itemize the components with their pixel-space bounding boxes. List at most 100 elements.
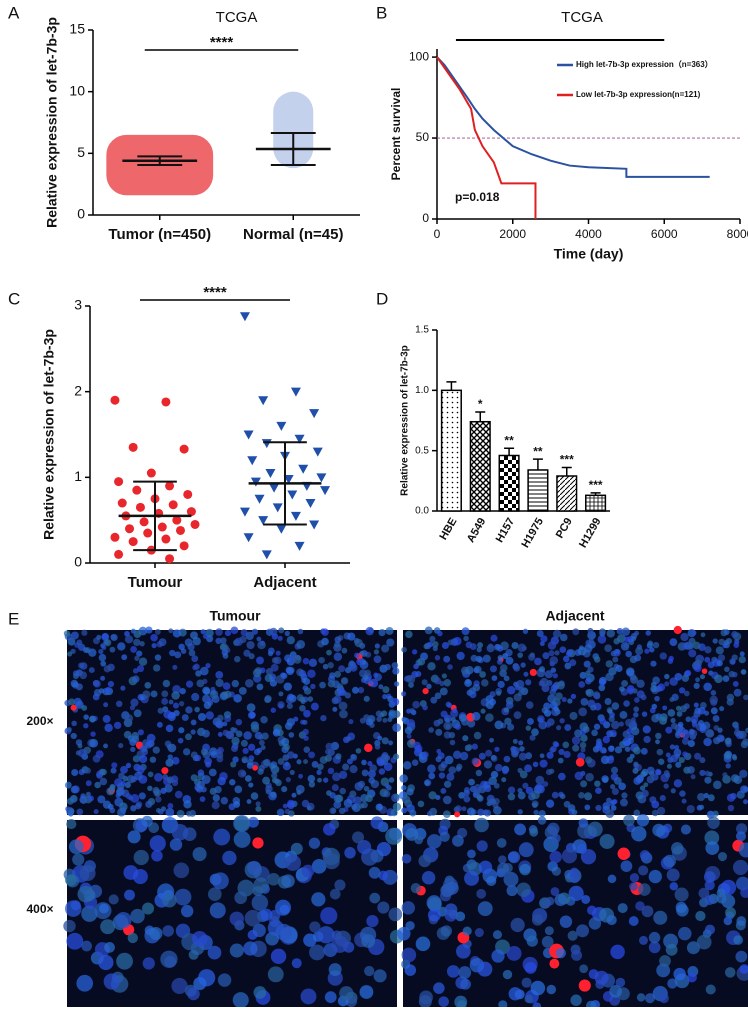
cell (134, 802, 142, 810)
cell (669, 882, 679, 891)
cell (190, 631, 198, 640)
x-tick-label: H157 (494, 516, 518, 545)
cell (361, 769, 369, 777)
cell (369, 892, 381, 904)
cell (436, 748, 442, 754)
cell (489, 737, 494, 743)
cell (647, 640, 654, 647)
cell (541, 898, 551, 909)
cell (736, 916, 747, 927)
cell (427, 834, 442, 849)
cell (253, 986, 267, 999)
cell (162, 893, 177, 908)
cell (440, 761, 448, 769)
cell (429, 635, 436, 642)
cell (376, 758, 385, 767)
cell (68, 839, 84, 855)
cell (427, 662, 436, 671)
cell (223, 690, 232, 699)
cell (340, 677, 349, 685)
cell (651, 809, 659, 817)
cell (651, 800, 660, 809)
cell (527, 718, 534, 725)
cell (669, 744, 675, 750)
cell (542, 781, 549, 787)
cell (440, 788, 447, 794)
data-point (161, 534, 171, 544)
cell (467, 719, 476, 728)
cell (388, 740, 394, 746)
cell (275, 779, 282, 787)
cell (302, 685, 309, 691)
cell (462, 926, 472, 936)
cell (251, 724, 260, 733)
cell (539, 753, 545, 759)
cell (633, 712, 639, 718)
data-point (305, 499, 316, 509)
cell (136, 665, 145, 673)
data-point (139, 517, 149, 527)
cell (633, 746, 641, 755)
cell (374, 744, 381, 750)
cell (645, 630, 652, 636)
cell (503, 675, 510, 682)
cell (296, 759, 302, 765)
cell (642, 725, 651, 734)
cell (562, 655, 570, 663)
cell (728, 670, 735, 678)
cell (73, 673, 80, 680)
cell (107, 803, 114, 810)
cell (545, 799, 555, 808)
cell (699, 769, 706, 777)
cell (464, 870, 479, 886)
cell (710, 707, 718, 715)
cell (83, 723, 89, 729)
cell (663, 783, 669, 789)
cell (222, 682, 231, 690)
cell (70, 631, 79, 640)
cell (81, 940, 93, 952)
x-tick-label: H1299 (577, 516, 604, 550)
cell (191, 692, 200, 702)
cell (508, 851, 521, 864)
cell (446, 965, 460, 978)
cell (615, 977, 626, 988)
cell (66, 818, 77, 830)
cell (401, 795, 411, 804)
data-point (110, 395, 120, 405)
cell (443, 780, 452, 788)
cell (320, 714, 327, 722)
cell (676, 904, 689, 917)
cell (602, 776, 609, 783)
cell (322, 663, 329, 670)
cell (283, 682, 292, 691)
cell (681, 798, 687, 804)
cell (742, 738, 748, 746)
cell (438, 996, 449, 1007)
cell (267, 966, 284, 983)
cell (108, 894, 119, 905)
cell (165, 758, 174, 767)
cell (491, 949, 505, 963)
data-point (269, 483, 280, 493)
cell (638, 935, 648, 945)
cell (107, 680, 115, 688)
cell (104, 639, 112, 647)
cell (537, 717, 544, 723)
cell (308, 781, 316, 788)
cell (447, 639, 454, 646)
cell (174, 888, 192, 906)
cell (102, 715, 111, 723)
x-tick-label: Normal (n=45) (243, 226, 343, 243)
value-label: *** (560, 453, 574, 467)
cell (316, 769, 322, 775)
cell (569, 659, 577, 667)
cell (146, 733, 156, 743)
cell (367, 761, 373, 767)
cell (376, 841, 392, 857)
cell (174, 651, 182, 659)
cell (158, 638, 167, 647)
cell (104, 723, 113, 733)
cell (523, 671, 529, 677)
value-label: *** (589, 478, 603, 492)
